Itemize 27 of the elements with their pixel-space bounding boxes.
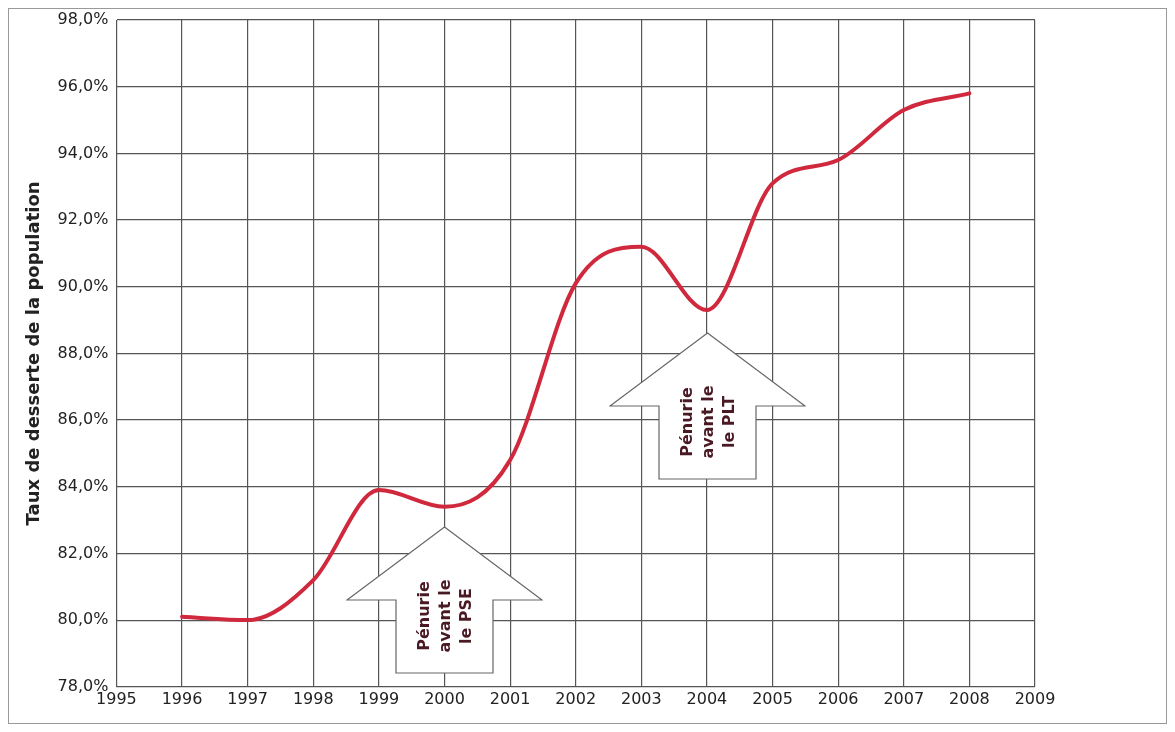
x-tick-label: 2008 bbox=[949, 688, 990, 708]
y-axis-title: Taux de desserte de la population bbox=[22, 181, 44, 526]
x-tick-label: 1998 bbox=[292, 688, 334, 708]
x-tick-label: 2002 bbox=[555, 688, 597, 708]
x-tick-label: 1996 bbox=[161, 688, 203, 708]
annotation: Pénurie avant le le PLT bbox=[675, 385, 739, 459]
y-tick-label: 92,0% bbox=[57, 209, 109, 229]
x-tick-label: 1999 bbox=[358, 688, 400, 708]
y-tick-label: 84,0% bbox=[57, 475, 109, 495]
x-tick-label: 2000 bbox=[424, 688, 465, 708]
x-tick-label: 2004 bbox=[686, 688, 728, 708]
x-tick-label: 2006 bbox=[817, 688, 859, 708]
y-tick-label: 82,0% bbox=[57, 542, 109, 562]
y-tick-label: 80,0% bbox=[57, 609, 109, 629]
y-tick-label: 96,0% bbox=[57, 75, 109, 95]
x-tick-label: 2009 bbox=[1014, 688, 1056, 708]
y-tick-label: 88,0% bbox=[57, 342, 109, 362]
y-tick-label: 94,0% bbox=[57, 142, 109, 162]
x-tick-label: 2007 bbox=[883, 688, 925, 708]
x-tick-label: 2003 bbox=[620, 688, 662, 708]
x-tick-label: 2005 bbox=[752, 688, 793, 708]
y-tick-label: 90,0% bbox=[57, 275, 109, 295]
x-tick-label: 2001 bbox=[489, 688, 531, 708]
y-tick-label: 98,0% bbox=[57, 9, 109, 29]
annotation: Pénurie avant le le PSE bbox=[412, 579, 476, 653]
x-tick-label: 1997 bbox=[227, 688, 269, 708]
y-tick-label: 86,0% bbox=[57, 409, 109, 429]
